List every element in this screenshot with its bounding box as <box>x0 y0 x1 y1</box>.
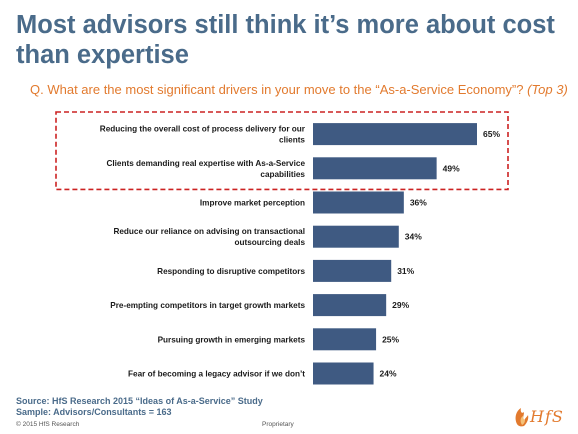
value-label: 24% <box>380 369 397 379</box>
category-label: Fear of becoming a legacy advisor if we … <box>128 370 305 379</box>
hfs-logo-icon <box>515 408 529 427</box>
copyright-text: © 2015 HfS Research <box>16 421 80 428</box>
question-text: Q. What are the most significant drivers… <box>30 82 528 97</box>
value-label: 34% <box>405 232 422 242</box>
survey-question: Q. What are the most significant drivers… <box>30 82 575 97</box>
sample-line: Sample: Advisors/Consultants = 163 <box>16 407 172 417</box>
value-label: 65% <box>483 129 500 139</box>
bar <box>313 294 387 317</box>
category-label: Pre-empting competitors in target growth… <box>110 301 305 310</box>
category-label: Improve market perception <box>200 199 305 208</box>
bar <box>313 259 392 282</box>
value-label: 49% <box>443 163 460 173</box>
value-label: 31% <box>397 266 414 276</box>
category-label: Responding to disruptive competitors <box>157 267 305 276</box>
source-note: Source: HfS Research 2015 “Ideas of As-a… <box>16 396 436 418</box>
bar <box>313 157 437 180</box>
value-label: 25% <box>382 334 399 344</box>
category-label: Pursuing growth in emerging markets <box>158 335 306 344</box>
category-label: Clients demanding real expertise with As… <box>106 159 305 179</box>
source-line: Source: HfS Research 2015 “Ideas of As-a… <box>16 396 263 406</box>
bar <box>313 362 374 385</box>
value-label: 36% <box>410 198 427 208</box>
page-title: Most advisors still think it’s more abou… <box>16 11 555 69</box>
value-label: 29% <box>392 300 409 310</box>
category-label: Reducing the overall cost of process del… <box>100 125 306 145</box>
chart-marks: Reducing the overall cost of process del… <box>55 111 509 385</box>
bar <box>313 328 377 351</box>
bar <box>313 225 399 248</box>
category-label: Reduce our reliance on advising on trans… <box>113 227 305 247</box>
question-top3-note: (Top 3) <box>527 82 568 97</box>
proprietary-text: Proprietary <box>262 421 294 428</box>
bar <box>313 191 404 214</box>
bar <box>313 123 477 146</box>
logo-text: HfS <box>530 407 564 426</box>
highlight-box <box>55 111 509 191</box>
